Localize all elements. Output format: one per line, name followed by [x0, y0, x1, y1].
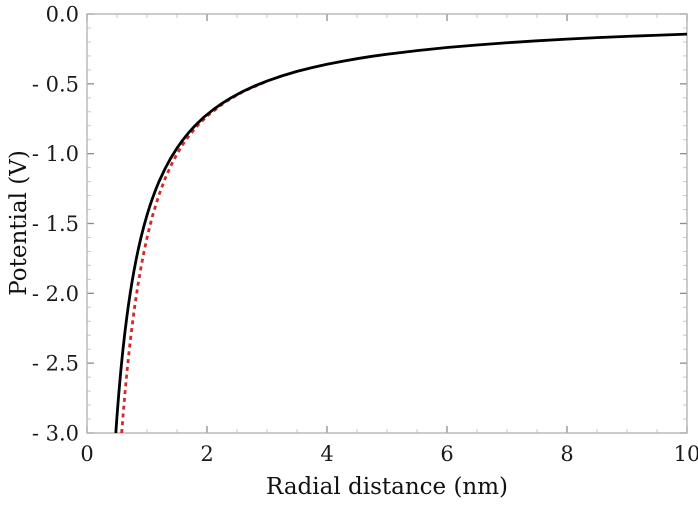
- dashed-red-curve: [120, 79, 268, 433]
- x-tick-label: 10: [674, 442, 698, 466]
- x-tick-label: 8: [560, 442, 573, 466]
- y-tick-label: - 0.5: [32, 72, 79, 96]
- y-axis-title: Potential (V): [6, 150, 32, 296]
- x-tick-label: 6: [440, 442, 453, 466]
- x-tick-label: 4: [320, 442, 333, 466]
- y-tick-label: - 1.0: [32, 142, 79, 166]
- y-tick-label: - 2.0: [32, 282, 79, 306]
- y-tick-label: - 3.0: [32, 422, 79, 446]
- x-tick-label: 0: [80, 442, 93, 466]
- x-axis-title: Radial distance (nm): [265, 474, 509, 500]
- y-tick-label: - 1.5: [32, 212, 79, 236]
- axes-frame: [86, 13, 688, 434]
- solid-black-curve: [114, 32, 687, 433]
- y-tick-label: - 2.5: [32, 352, 79, 376]
- x-tick-label: 2: [200, 442, 213, 466]
- y-tick-label: 0.0: [46, 3, 79, 27]
